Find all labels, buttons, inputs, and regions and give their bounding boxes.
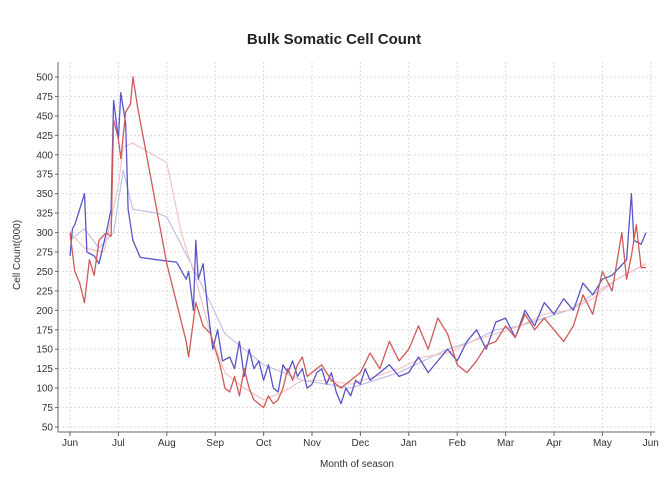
y-tick-label: 225 [36,286,53,297]
x-tick-label: Feb [449,438,467,449]
plot-area [58,62,655,432]
series-line-light-pink [69,142,647,401]
y-tick-label: 325 [36,209,53,220]
x-tick-label: Dec [352,438,370,449]
x-tick-label: Jan [401,438,417,449]
y-tick-label: 125 [36,364,53,375]
x-tick-label: Jul [112,438,125,449]
x-tick-label: Mar [497,438,515,449]
y-tick-label: 500 [36,73,53,84]
x-tick-label: Oct [256,438,272,449]
y-axis-label: Cell Count(000) [12,220,23,290]
y-tick-label: 425 [36,131,53,142]
y-tick-label: 350 [36,189,53,200]
series-group [69,76,647,409]
x-tick-label: May [593,438,612,449]
y-tick-label: 400 [36,150,53,161]
y-tick-label: 175 [36,325,53,336]
grid [58,62,655,432]
y-tick-label: 300 [36,228,53,239]
x-tick-label: Nov [303,438,321,449]
x-tick-label: Sep [206,438,224,449]
x-axis-label: Month of season [320,459,394,470]
y-tick-label: 200 [36,306,53,317]
series-line-dark-red [69,76,646,409]
y-tick-label: 150 [36,345,53,356]
y-tick-label: 75 [42,403,54,414]
x-tick-label: Jun [62,438,78,449]
y-tick-label: 475 [36,92,53,103]
x-tick-label: Jun [643,438,659,449]
y-tick-label: 275 [36,248,53,259]
y-tick-label: 250 [36,267,53,278]
x-tick-label: Aug [158,438,176,449]
y-tick-label: 50 [42,423,54,434]
y-tick-label: 450 [36,111,53,122]
x-tick-label: Apr [546,438,562,449]
axes: 50 75 100 125 150 175 200 225 250 275 300 325 350 375… [36,62,659,449]
y-tick-label: 100 [36,384,53,395]
y-tick-label: 375 [36,170,53,181]
chart-title: Bulk Somatic Cell Count [247,31,421,48]
